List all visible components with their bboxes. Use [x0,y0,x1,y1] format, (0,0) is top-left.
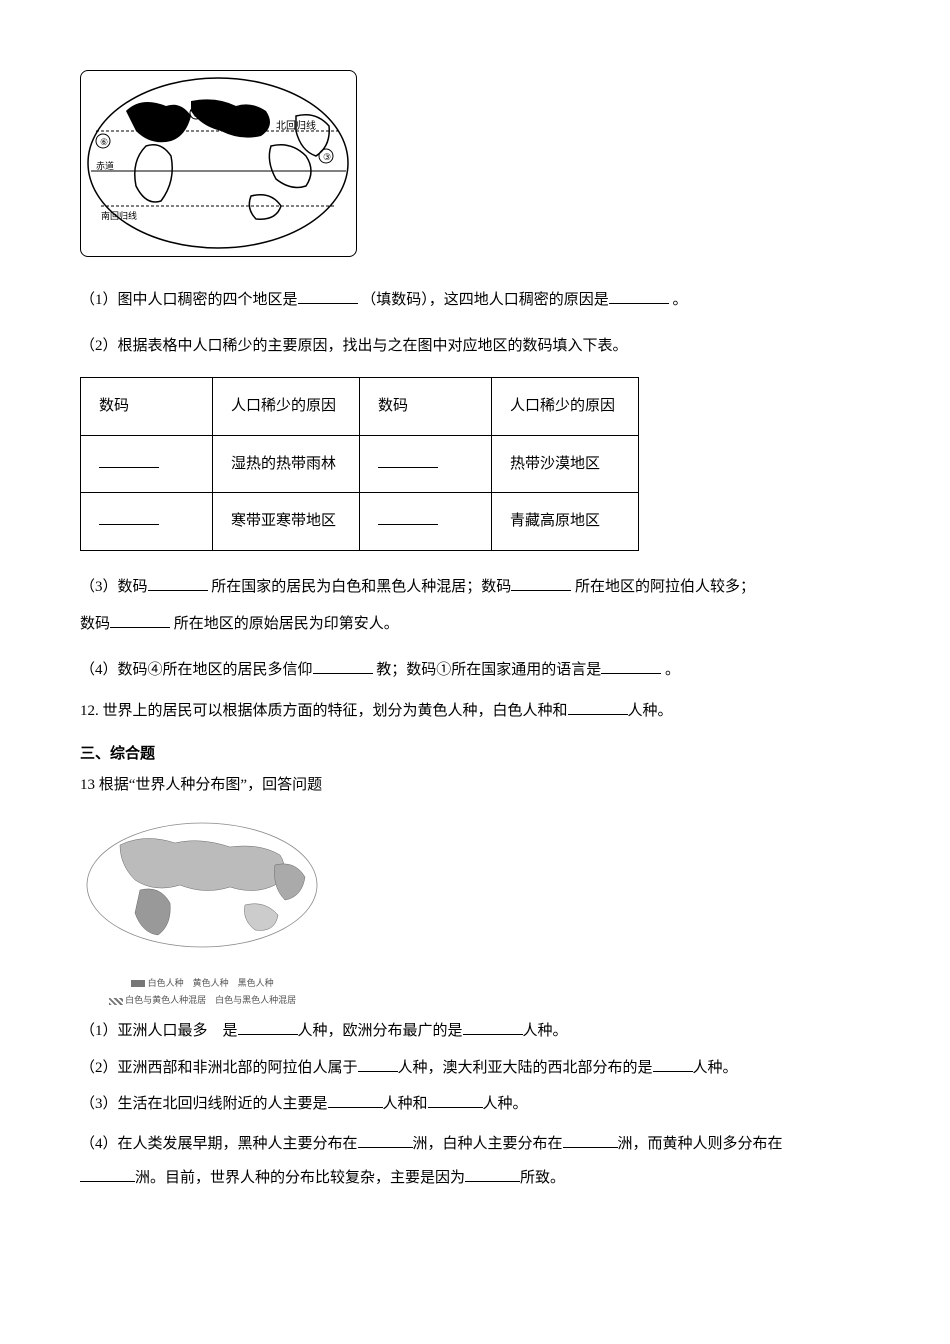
svg-text:⑧: ⑧ [193,110,200,119]
map2-legend-text1: 白色人种 黄色人种 黑色人种 [148,978,274,988]
table-row: 寒带亚寒带地区 青藏高原地区 [81,493,639,551]
question-1: （1）图中人口稠密的四个地区是 （填数码），这四地人口稠密的原因是 。 [80,282,870,320]
q3-blank-2 [511,575,571,591]
question-13-3: （3）生活在北回归线附近的人主要是 人种和 人种。 [80,1090,870,1119]
svg-text:⑥: ⑥ [100,137,108,147]
svg-text:①: ① [208,116,215,125]
table-header-row: 数码 人口稀少的原因 数码 人口稀少的原因 [81,378,639,436]
map2-legend-text2: 白色与黄色人种混居 白色与黑色人种混居 [125,995,296,1005]
q1-text-a: （1）图中人口稠密的四个地区是 [80,292,298,308]
question-2-intro: （2）根据表格中人口稀少的主要原因，找出与之在图中对应地区的数码填入下表。 [80,328,870,366]
question-3: （3）数码 所在国家的居民为白色和黑色人种混居；数码 所在地区的阿拉伯人较多； … [80,569,870,644]
q13-2-a: （2）亚洲西部和非洲北部的阿拉伯人属于 [80,1060,358,1076]
q3-blank-3 [110,612,170,628]
q13-3-c: 人种。 [483,1096,528,1112]
q1-blank-2 [609,288,669,304]
q13-2-blank2 [653,1056,693,1072]
q12-text-a: 12. 世界上的居民可以根据体质方面的特征，划分为黄色人种，白色人种和 [80,703,568,719]
q13-3-blank2 [428,1092,483,1108]
q1-text-c: 。 [673,292,688,308]
th-code-2: 数码 [360,378,492,436]
row2-reason1: 寒带亚寒带地区 [213,493,360,551]
svg-text:③: ③ [323,152,331,162]
svg-text:赤道: 赤道 [96,160,114,171]
sparse-region-table: 数码 人口稀少的原因 数码 人口稀少的原因 湿热的热带雨林 热带沙漠地区 寒带亚… [80,377,639,551]
q13-1-c: 人种。 [523,1023,568,1039]
q13-1-blank1 [238,1019,298,1035]
q3-text-a: （3）数码 [80,579,148,595]
question-13-2: （2）亚洲西部和非洲北部的阿拉伯人属于 人种，澳大利亚大陆的西北部分布的是 人种。 [80,1054,870,1083]
q13-4-c: 洲，而黄种人则多分布在 [618,1136,783,1152]
q13-4-blank3 [80,1166,135,1182]
q3-text-d: 数码 [80,616,110,632]
table-row: 湿热的热带雨林 热带沙漠地区 [81,435,639,493]
q13-3-a: （3）生活在北回归线附近的人主要是 [80,1096,328,1112]
q1-blank-1 [298,288,358,304]
row2-code2-blank [378,509,438,525]
q3-text-b: 所在国家的居民为白色和黑色人种混居；数码 [211,579,511,595]
q13-4-d: 洲。目前，世界人种的分布比较复杂，主要是因为 [135,1170,465,1186]
question-4: （4）数码④所在地区的居民多信仰 教；数码①所在国家通用的语言是 。 [80,652,870,690]
q13-4-blank2 [563,1132,618,1148]
question-13-1: （1）亚洲人口最多 是 人种，欧洲分布最广的是 人种。 [80,1017,870,1046]
map2-legend-line1: 白色人种 黄色人种 黑色人种 [80,975,325,992]
th-reason-2: 人口稀少的原因 [492,378,639,436]
svg-text:南回归线: 南回归线 [101,210,137,221]
row1-reason1: 湿热的热带雨林 [213,435,360,493]
row2-code1-blank [99,509,159,525]
q13-3-blank1 [328,1092,383,1108]
question-13-intro: 13 根据“世界人种分布图”，回答问题 [80,772,870,799]
svg-text:⑤: ⑤ [173,116,180,125]
th-reason-1: 人口稀少的原因 [213,378,360,436]
row2-reason2: 青藏高原地区 [492,493,639,551]
q3-text-e: 所在地区的原始居民为印第安人。 [174,616,399,632]
q12-blank-1 [568,699,628,715]
q13-4-b: 洲，白种人主要分布在 [413,1136,563,1152]
q13-2-c: 人种。 [693,1060,738,1076]
q13-1-a: （1）亚洲人口最多 是 [80,1023,238,1039]
q4-text-b: 教；数码①所在国家通用的语言是 [376,662,601,678]
map2-legend-line2: 白色与黄色人种混居 白色与黑色人种混居 [80,992,325,1009]
q12-text-b: 人种。 [628,703,673,719]
q13-4-blank1 [358,1132,413,1148]
row1-code2-blank [378,452,438,468]
q13-2-b: 人种，澳大利亚大陆的西北部分布的是 [398,1060,653,1076]
world-race-map-image [80,805,325,975]
q13-2-blank1 [358,1056,398,1072]
world-map-1-image: 北回归线 赤道 南回归线 ③ ⑥ ⑤ ⑧ ① [80,70,357,257]
question-13-4: （4）在人类发展早期，黑种人主要分布在 洲，白种人主要分布在 洲，而黄种人则多分布在… [80,1127,870,1196]
th-code-1: 数码 [81,378,213,436]
section-3-heading: 三、综合题 [80,740,870,769]
q4-text-c: 。 [665,662,680,678]
q1-text-b: （填数码），这四地人口稠密的原因是 [361,292,609,308]
q4-blank-1 [313,658,373,674]
question-12: 12. 世界上的居民可以根据体质方面的特征，划分为黄色人种，白色人种和 人种。 [80,697,870,726]
row1-reason2: 热带沙漠地区 [492,435,639,493]
q3-blank-1 [148,575,208,591]
row1-code1-blank [99,452,159,468]
q13-3-b: 人种和 [383,1096,428,1112]
q4-text-a: （4）数码④所在地区的居民多信仰 [80,662,313,678]
q3-text-c: 所在地区的阿拉伯人较多； [575,579,755,595]
q13-1-b: 人种，欧洲分布最广的是 [298,1023,463,1039]
q13-4-a: （4）在人类发展早期，黑种人主要分布在 [80,1136,358,1152]
q13-4-e: 所致。 [520,1170,565,1186]
q13-4-blank4 [465,1166,520,1182]
q13-1-blank2 [463,1019,523,1035]
q4-blank-2 [601,658,661,674]
